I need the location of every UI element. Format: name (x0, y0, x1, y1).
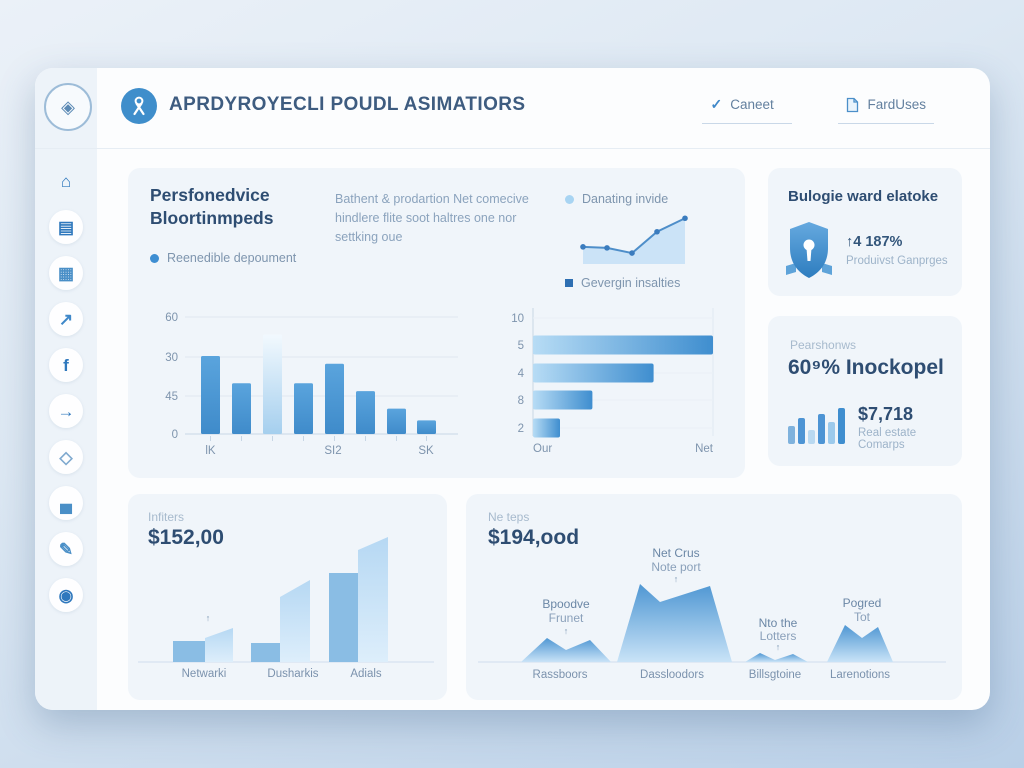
light-dot-icon (565, 194, 574, 204)
svg-text:SK: SK (418, 445, 434, 457)
caneet-button-label: Caneet (730, 97, 774, 112)
growth-chart: Netwarki Dusharkis Adials ↑ (138, 537, 434, 680)
svg-text:Nto the: Nto the (759, 616, 798, 630)
svg-text:Our: Our (533, 443, 552, 455)
header-actions: ✓ Caneet FardUses (702, 96, 934, 124)
spark-legend-top-label: Danating invide (582, 192, 669, 206)
svg-text:Note port: Note port (651, 560, 701, 574)
svg-text:Bpoodve: Bpoodve (542, 597, 590, 611)
svg-text:10: 10 (511, 313, 524, 325)
pen-icon[interactable]: ✎ (49, 532, 83, 566)
briefcase-icon[interactable]: ▤ (49, 210, 83, 244)
svg-text:↑: ↑ (206, 613, 211, 623)
growth-heading: $152,00 (148, 526, 224, 549)
svg-text:Billsgtoine: Billsgtoine (749, 669, 801, 681)
overview-description: Bathent & prodartion Net comecive hindle… (335, 192, 529, 244)
check-icon: ✓ (710, 96, 723, 112)
overview-title-line2: Bloortinmpeds (150, 208, 274, 229)
svg-text:60: 60 (165, 312, 178, 324)
rate-panel: Pearshonws 60⁹% Inockopel $7,718 Real es… (768, 316, 962, 466)
ribbon-badge-icon (121, 88, 157, 124)
farduses-button-label: FardUses (867, 97, 926, 112)
overview-title-line1: Persfonedvice (150, 185, 270, 205)
rate-sub: Real estate Comarps (858, 427, 917, 451)
document-icon (846, 97, 859, 113)
dashboard-card: ◈ ⌂ ▤ ▦ ↗ f → ◇ ▄ ✎ ◉ APRDYROYECLI POUDL ASIMATIO… (35, 68, 990, 710)
svg-text:4: 4 (518, 368, 525, 380)
svg-text:Dassloodors: Dassloodors (640, 669, 704, 681)
header-divider (35, 148, 990, 149)
rate-heading: 60⁹% Inockopel (788, 356, 944, 379)
legend-reenedible: Reenedible depoument (150, 251, 296, 265)
badge-stat: ↑4 187% (846, 234, 903, 250)
svg-text:Larenotions: Larenotions (830, 669, 890, 681)
blue-dot-icon (150, 253, 159, 263)
svg-text:0: 0 (172, 429, 178, 441)
caneet-button[interactable]: ✓ Caneet (702, 96, 793, 124)
svg-text:5: 5 (518, 340, 524, 352)
svg-text:Lotters: Lotters (760, 629, 797, 643)
svg-text:↑: ↑ (564, 626, 569, 636)
facebook-icon[interactable]: f (49, 348, 83, 382)
peaks-label: Ne teps (488, 510, 530, 524)
sidebar-nav: ⌂ ▤ ▦ ↗ f → ◇ ▄ ✎ ◉ (35, 164, 97, 612)
camera-icon[interactable]: ◉ (49, 578, 83, 612)
rate-stat: $7,718 (858, 404, 914, 424)
svg-text:↑: ↑ (776, 642, 781, 652)
spark-legend-bottom-label: Gevergin insalties (581, 276, 681, 290)
sidebar: ◈ ⌂ ▤ ▦ ↗ f → ◇ ▄ ✎ ◉ (35, 68, 97, 710)
svg-text:Net Crus: Net Crus (652, 546, 699, 560)
vertical-bar-chart: 60 30 45 0 lK SI2 SK (165, 312, 458, 457)
badge-sub: Produivst Ganprges (846, 255, 948, 267)
peaks-panel: Ne teps $194,ood Bpoodve Frunet ↑ Rassboors… (466, 494, 962, 700)
svg-text:Dusharkis: Dusharkis (267, 668, 318, 680)
trend-icon[interactable]: ↗ (49, 302, 83, 336)
overview-panel: Persfonedvice Bloortinmpeds Reenedible d… (128, 168, 745, 478)
dark-square-icon (565, 279, 573, 287)
svg-text:Rassboors: Rassboors (533, 669, 588, 681)
svg-text:2: 2 (518, 423, 524, 435)
card-list-icon[interactable]: ▦ (49, 256, 83, 290)
peaks-heading: $194,ood (488, 526, 580, 549)
legend-reenedible-label: Reenedible depoument (167, 251, 297, 265)
svg-text:Adials: Adials (350, 668, 382, 680)
shield-icon (786, 222, 832, 278)
svg-text:Frunet: Frunet (549, 611, 584, 625)
svg-text:Pogred: Pogred (843, 596, 882, 610)
badge-panel: Bulogie ward elatoke ↑4 187% Produivst G… (768, 168, 962, 296)
farduses-button[interactable]: FardUses (838, 96, 934, 124)
badge-panel-title: Bulogie ward elatoke (788, 188, 939, 205)
spark-legend-bottom: Gevergin insalties (565, 276, 680, 290)
svg-text:SI2: SI2 (324, 445, 341, 457)
svg-text:Netwarki: Netwarki (182, 668, 227, 680)
chart-image-icon[interactable]: ▄ (49, 486, 83, 520)
svg-text:lK: lK (205, 445, 216, 457)
page-title: APRDYROYECLI POUDL ASIMATIORS (169, 94, 526, 115)
overview-title: Persfonedvice Bloortinmpeds (150, 184, 273, 230)
growth-panel: Infiters $152,00 Netwarki Dusharkis Adials… (128, 494, 447, 700)
spark-legend-top: Danating invide (565, 192, 668, 206)
horizontal-bar-chart: 10 5 4 8 2 Our Net (511, 308, 714, 455)
growth-label: Infiters (148, 510, 185, 524)
svg-text:↑: ↑ (674, 574, 679, 584)
mini-bars-icon (788, 408, 845, 444)
rate-label: Pearshonws (790, 338, 857, 352)
app-logo[interactable]: ◈ (44, 83, 92, 131)
svg-text:45: 45 (165, 391, 178, 403)
svg-text:30: 30 (165, 352, 178, 364)
svg-text:8: 8 (518, 395, 524, 407)
logo-cube-icon: ◈ (61, 96, 75, 117)
svg-text:Tot: Tot (854, 610, 871, 624)
arrow-right-icon[interactable]: → (49, 394, 83, 428)
sparkline-chart (580, 215, 688, 264)
cube-icon[interactable]: ◇ (49, 440, 83, 474)
home-icon[interactable]: ⌂ (60, 171, 72, 191)
svg-text:Net: Net (695, 443, 714, 455)
